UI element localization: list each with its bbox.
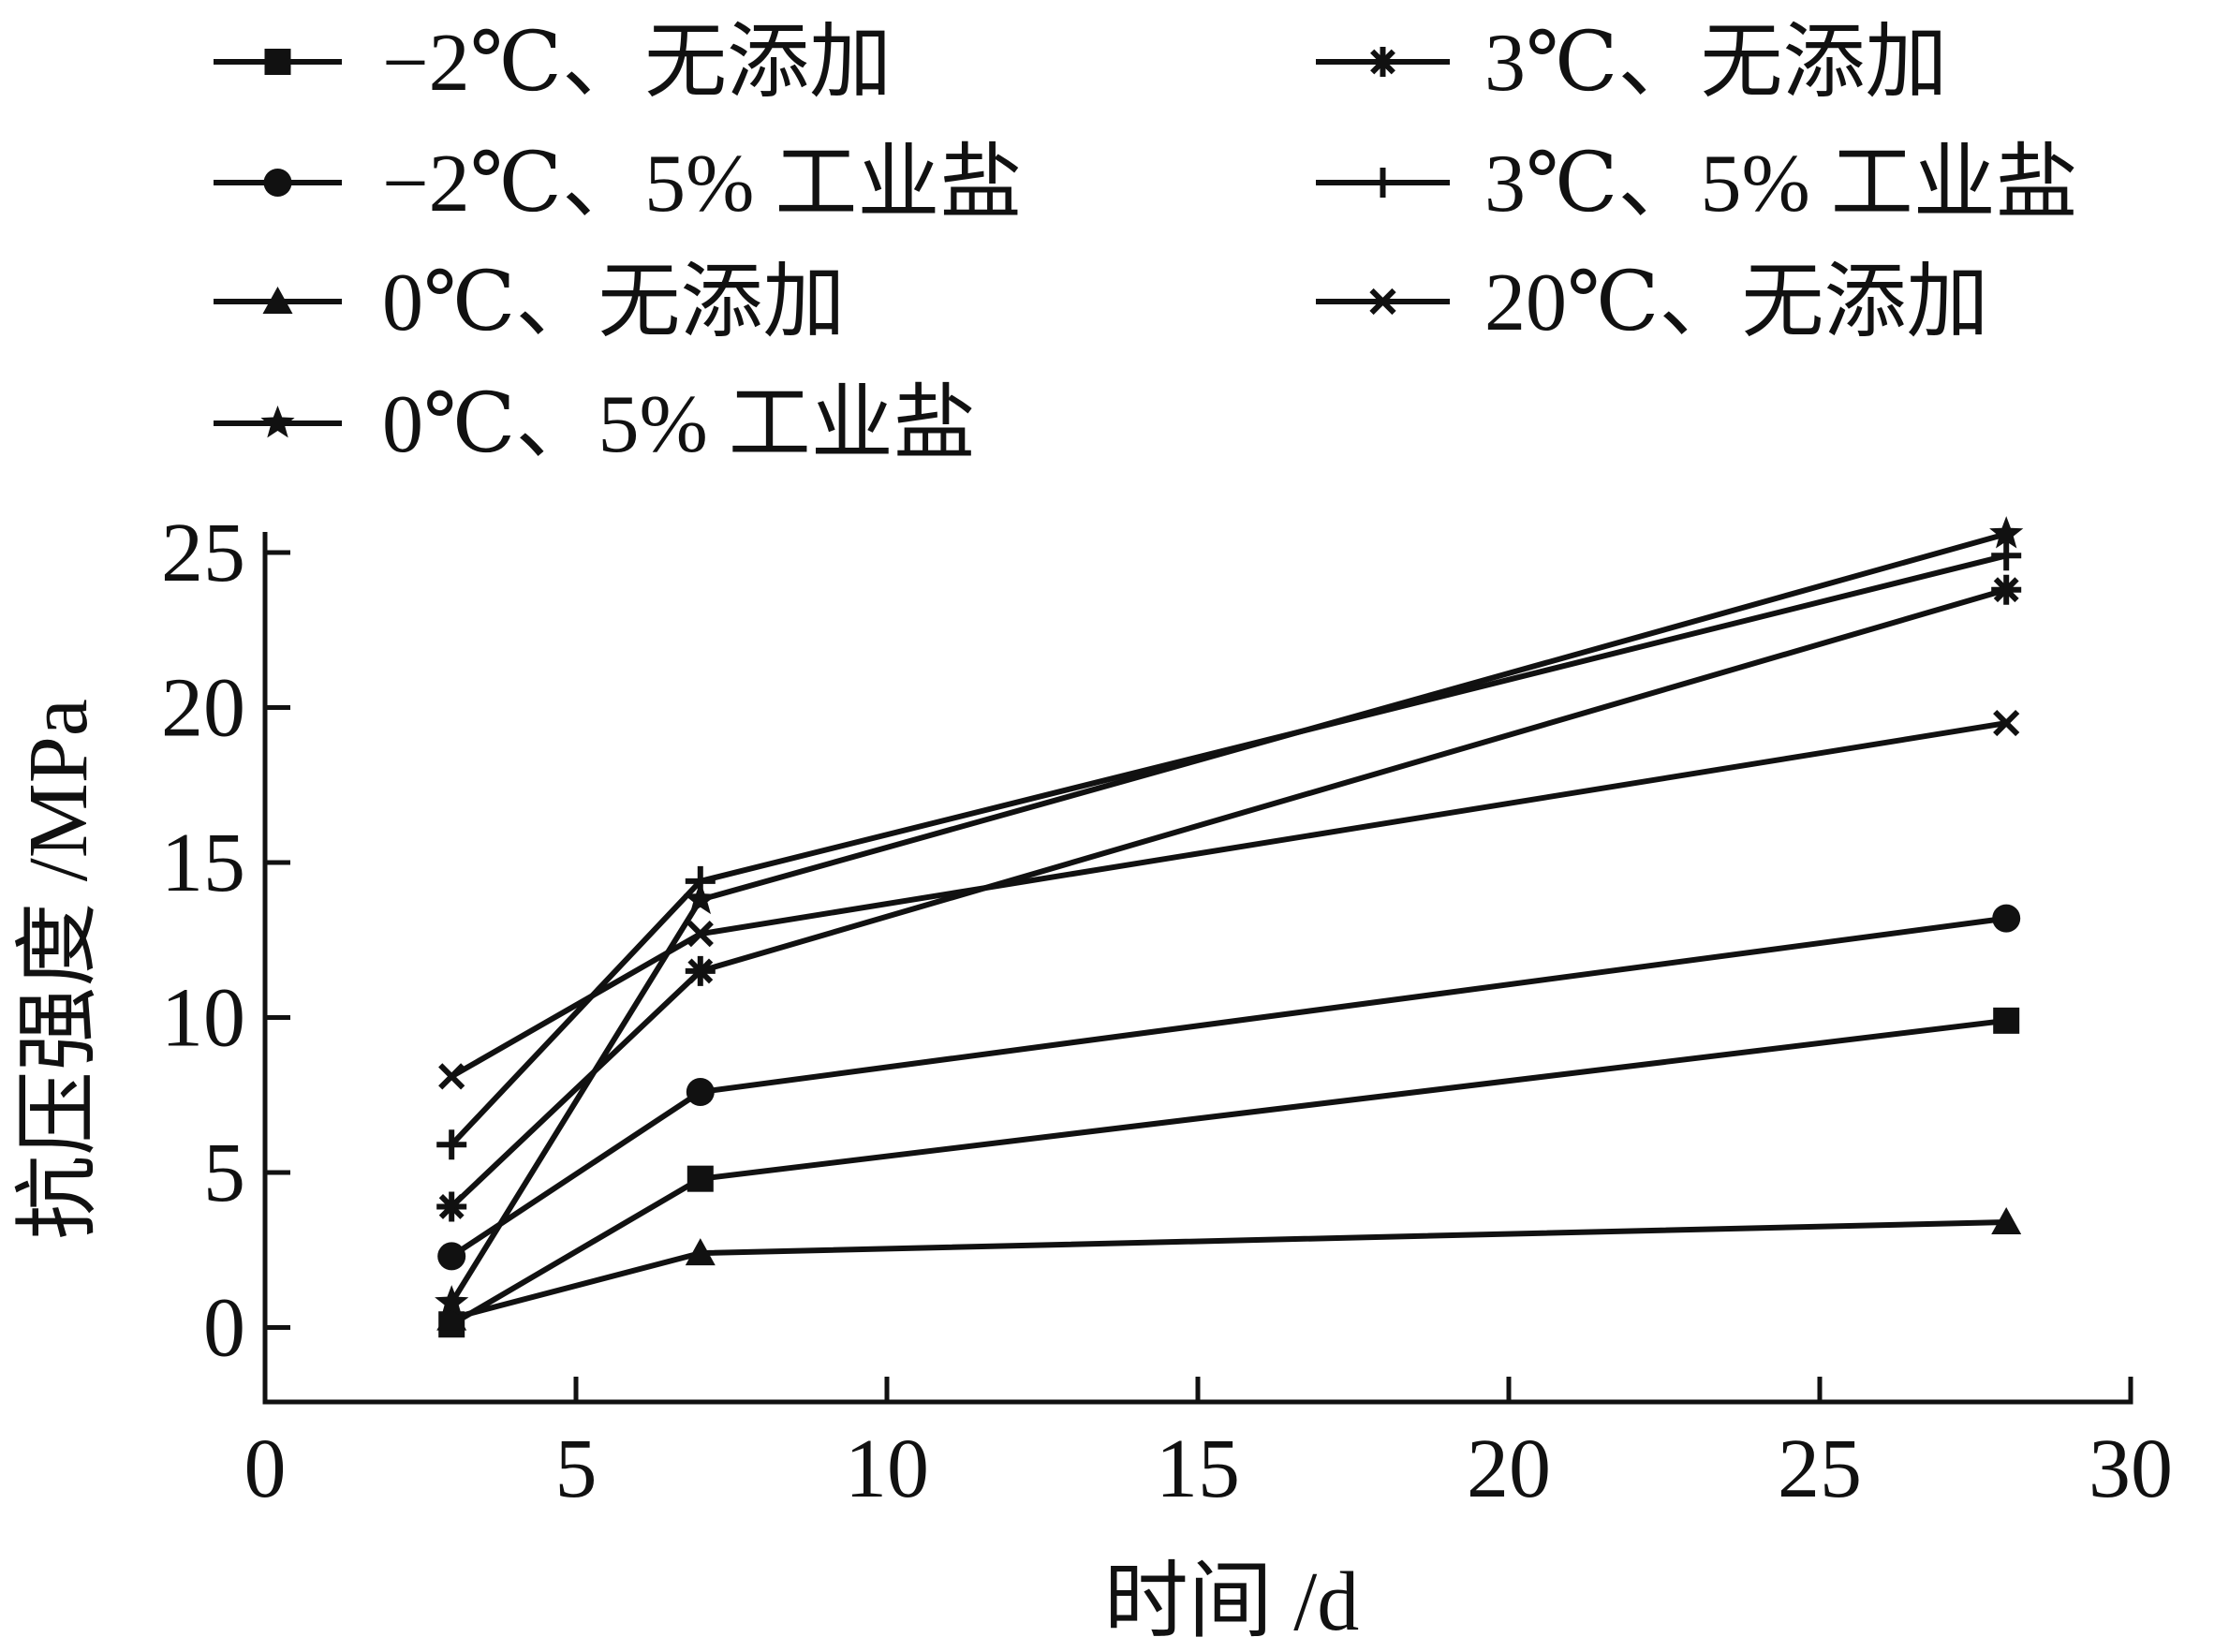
- series-line: [450, 1017, 2007, 1327]
- data-point: [685, 865, 716, 896]
- data-point: [436, 1303, 467, 1331]
- x-tick-label: 10: [845, 1423, 929, 1515]
- data-point: [685, 1238, 716, 1266]
- y-tick-label: 20: [161, 662, 245, 755]
- series-3: [436, 1207, 2022, 1331]
- x-tick-label: 20: [1467, 1423, 1551, 1515]
- data-point: [685, 955, 716, 986]
- legend-marker: [263, 169, 292, 197]
- legend: −2℃、无添加 −2℃、5% 工业盐 0℃、无添加 0℃、5% 工业盐 3℃、无添加 3℃…: [214, 18, 2078, 470]
- series-layer: [435, 516, 2024, 1338]
- legend-item: 0℃、5% 工业盐: [214, 379, 976, 470]
- data-point: [1991, 574, 2022, 605]
- data-point: [686, 1165, 714, 1192]
- legend-label: 0℃、5% 工业盐: [382, 379, 976, 470]
- legend-marker: [260, 406, 295, 438]
- legend-label: −2℃、无添加: [382, 18, 892, 109]
- axes: 0 5 10 15 20 25 30 0 5 10 15 20 25: [161, 507, 2173, 1515]
- series-5: [436, 574, 2022, 1222]
- data-point: [686, 1077, 715, 1106]
- data-point: [1993, 1007, 2020, 1034]
- series-line: [450, 915, 2007, 1259]
- x-tick-label: 0: [244, 1423, 287, 1515]
- legend-marker: [264, 49, 291, 75]
- legend-item: −2℃、无添加: [214, 18, 892, 109]
- series-1: [438, 1007, 2020, 1338]
- legend-item: −2℃、5% 工业盐: [214, 139, 1022, 229]
- data-point: [1993, 709, 2020, 737]
- x-tick-label: 30: [2089, 1423, 2173, 1515]
- y-tick-label: 5: [203, 1127, 245, 1219]
- y-tick-label: 0: [203, 1282, 245, 1375]
- data-point: [686, 921, 714, 948]
- x-tick-label: 5: [555, 1423, 598, 1515]
- data-point: [683, 881, 717, 915]
- legend-label: 20℃、无添加: [1484, 258, 1988, 348]
- legend-marker: [1367, 47, 1398, 77]
- data-point: [437, 1242, 466, 1271]
- y-tick-label: 15: [161, 817, 245, 909]
- data-point: [436, 1129, 467, 1160]
- legend-marker: [1367, 168, 1398, 198]
- legend-label: 0℃、无添加: [382, 258, 845, 348]
- y-tick-label: 10: [161, 972, 245, 1065]
- series-7: [438, 709, 2020, 1090]
- legend-item: 3℃、无添加: [1316, 18, 1947, 109]
- series-2: [437, 904, 2021, 1271]
- legend-label: −2℃、5% 工业盐: [382, 139, 1022, 229]
- y-tick-label: 25: [161, 507, 245, 599]
- data-point: [1991, 540, 2022, 571]
- data-point: [435, 1285, 469, 1318]
- x-tick-label: 25: [1778, 1423, 1862, 1515]
- x-axis-title: 时间 /d: [1104, 1556, 1360, 1648]
- y-axis-title: 抗压强度 /MPa: [12, 699, 105, 1240]
- legend-item: 20℃、无添加: [1316, 258, 1988, 348]
- series-4: [435, 516, 2024, 1318]
- x-tick-label: 15: [1156, 1423, 1240, 1515]
- legend-marker: [1369, 288, 1396, 316]
- data-point: [438, 1063, 465, 1090]
- legend-item: 0℃、无添加: [214, 258, 845, 348]
- legend-item: 3℃、5% 工业盐: [1316, 139, 2078, 229]
- legend-label: 3℃、5% 工业盐: [1484, 139, 2078, 229]
- data-point: [1991, 1207, 2022, 1235]
- legend-label: 3℃、无添加: [1484, 18, 1947, 109]
- data-point: [1992, 904, 2021, 933]
- data-point: [1989, 516, 2024, 549]
- data-point: [436, 1191, 467, 1222]
- series-line: [450, 1219, 2007, 1321]
- series-6: [436, 540, 2022, 1160]
- legend-marker: [262, 287, 293, 314]
